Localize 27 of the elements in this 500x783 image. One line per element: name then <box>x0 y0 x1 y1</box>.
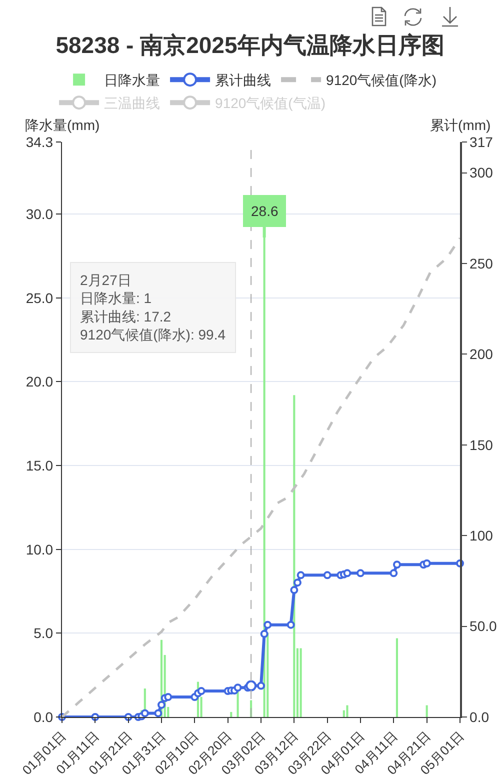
y-tick-label: 5.0 <box>34 625 54 642</box>
y-axis-title: 降水量(mm) <box>25 117 100 133</box>
y-tick-label: 15.0 <box>26 457 54 474</box>
y2-tick-label: 0.0 <box>470 708 490 725</box>
y2-tick-label: 317 <box>470 134 494 150</box>
annotation: 日降水量: 1 <box>80 290 152 306</box>
legend-label: 9120气候值(降水) <box>326 72 437 88</box>
y-tick-label: 20.0 <box>26 374 54 390</box>
y-tick-label: 0.0 <box>34 708 54 725</box>
y2-tick-label: 300 <box>470 164 494 181</box>
y2-tick-label: 50.0 <box>470 618 498 634</box>
y-tick-label: 10.0 <box>26 541 54 558</box>
y2-axis-title: 累计(mm) <box>430 117 491 133</box>
legend-label: 日降水量 <box>104 72 160 88</box>
y-tick-label: 25.0 <box>26 290 54 306</box>
chart-title: 58238 - 南京2025年内气温降水日序图 <box>56 32 444 58</box>
data-label: 28.6 <box>251 203 278 219</box>
y2-tick-label: 100 <box>470 528 494 544</box>
y2-tick-label: 200 <box>470 346 494 362</box>
legend-label: 累计曲线 <box>215 72 272 88</box>
y-tick-label: 30.0 <box>26 206 54 222</box>
annotation: 2月27日 <box>80 272 132 288</box>
annotation: 9120气候值(降水): 99.4 <box>80 326 226 343</box>
y2-tick-label: 150 <box>470 436 494 453</box>
y2-tick-label: 250 <box>470 255 494 272</box>
annotation: 累计曲线: 17.2 <box>80 308 172 324</box>
y-tick-label: 34.3 <box>26 134 54 150</box>
